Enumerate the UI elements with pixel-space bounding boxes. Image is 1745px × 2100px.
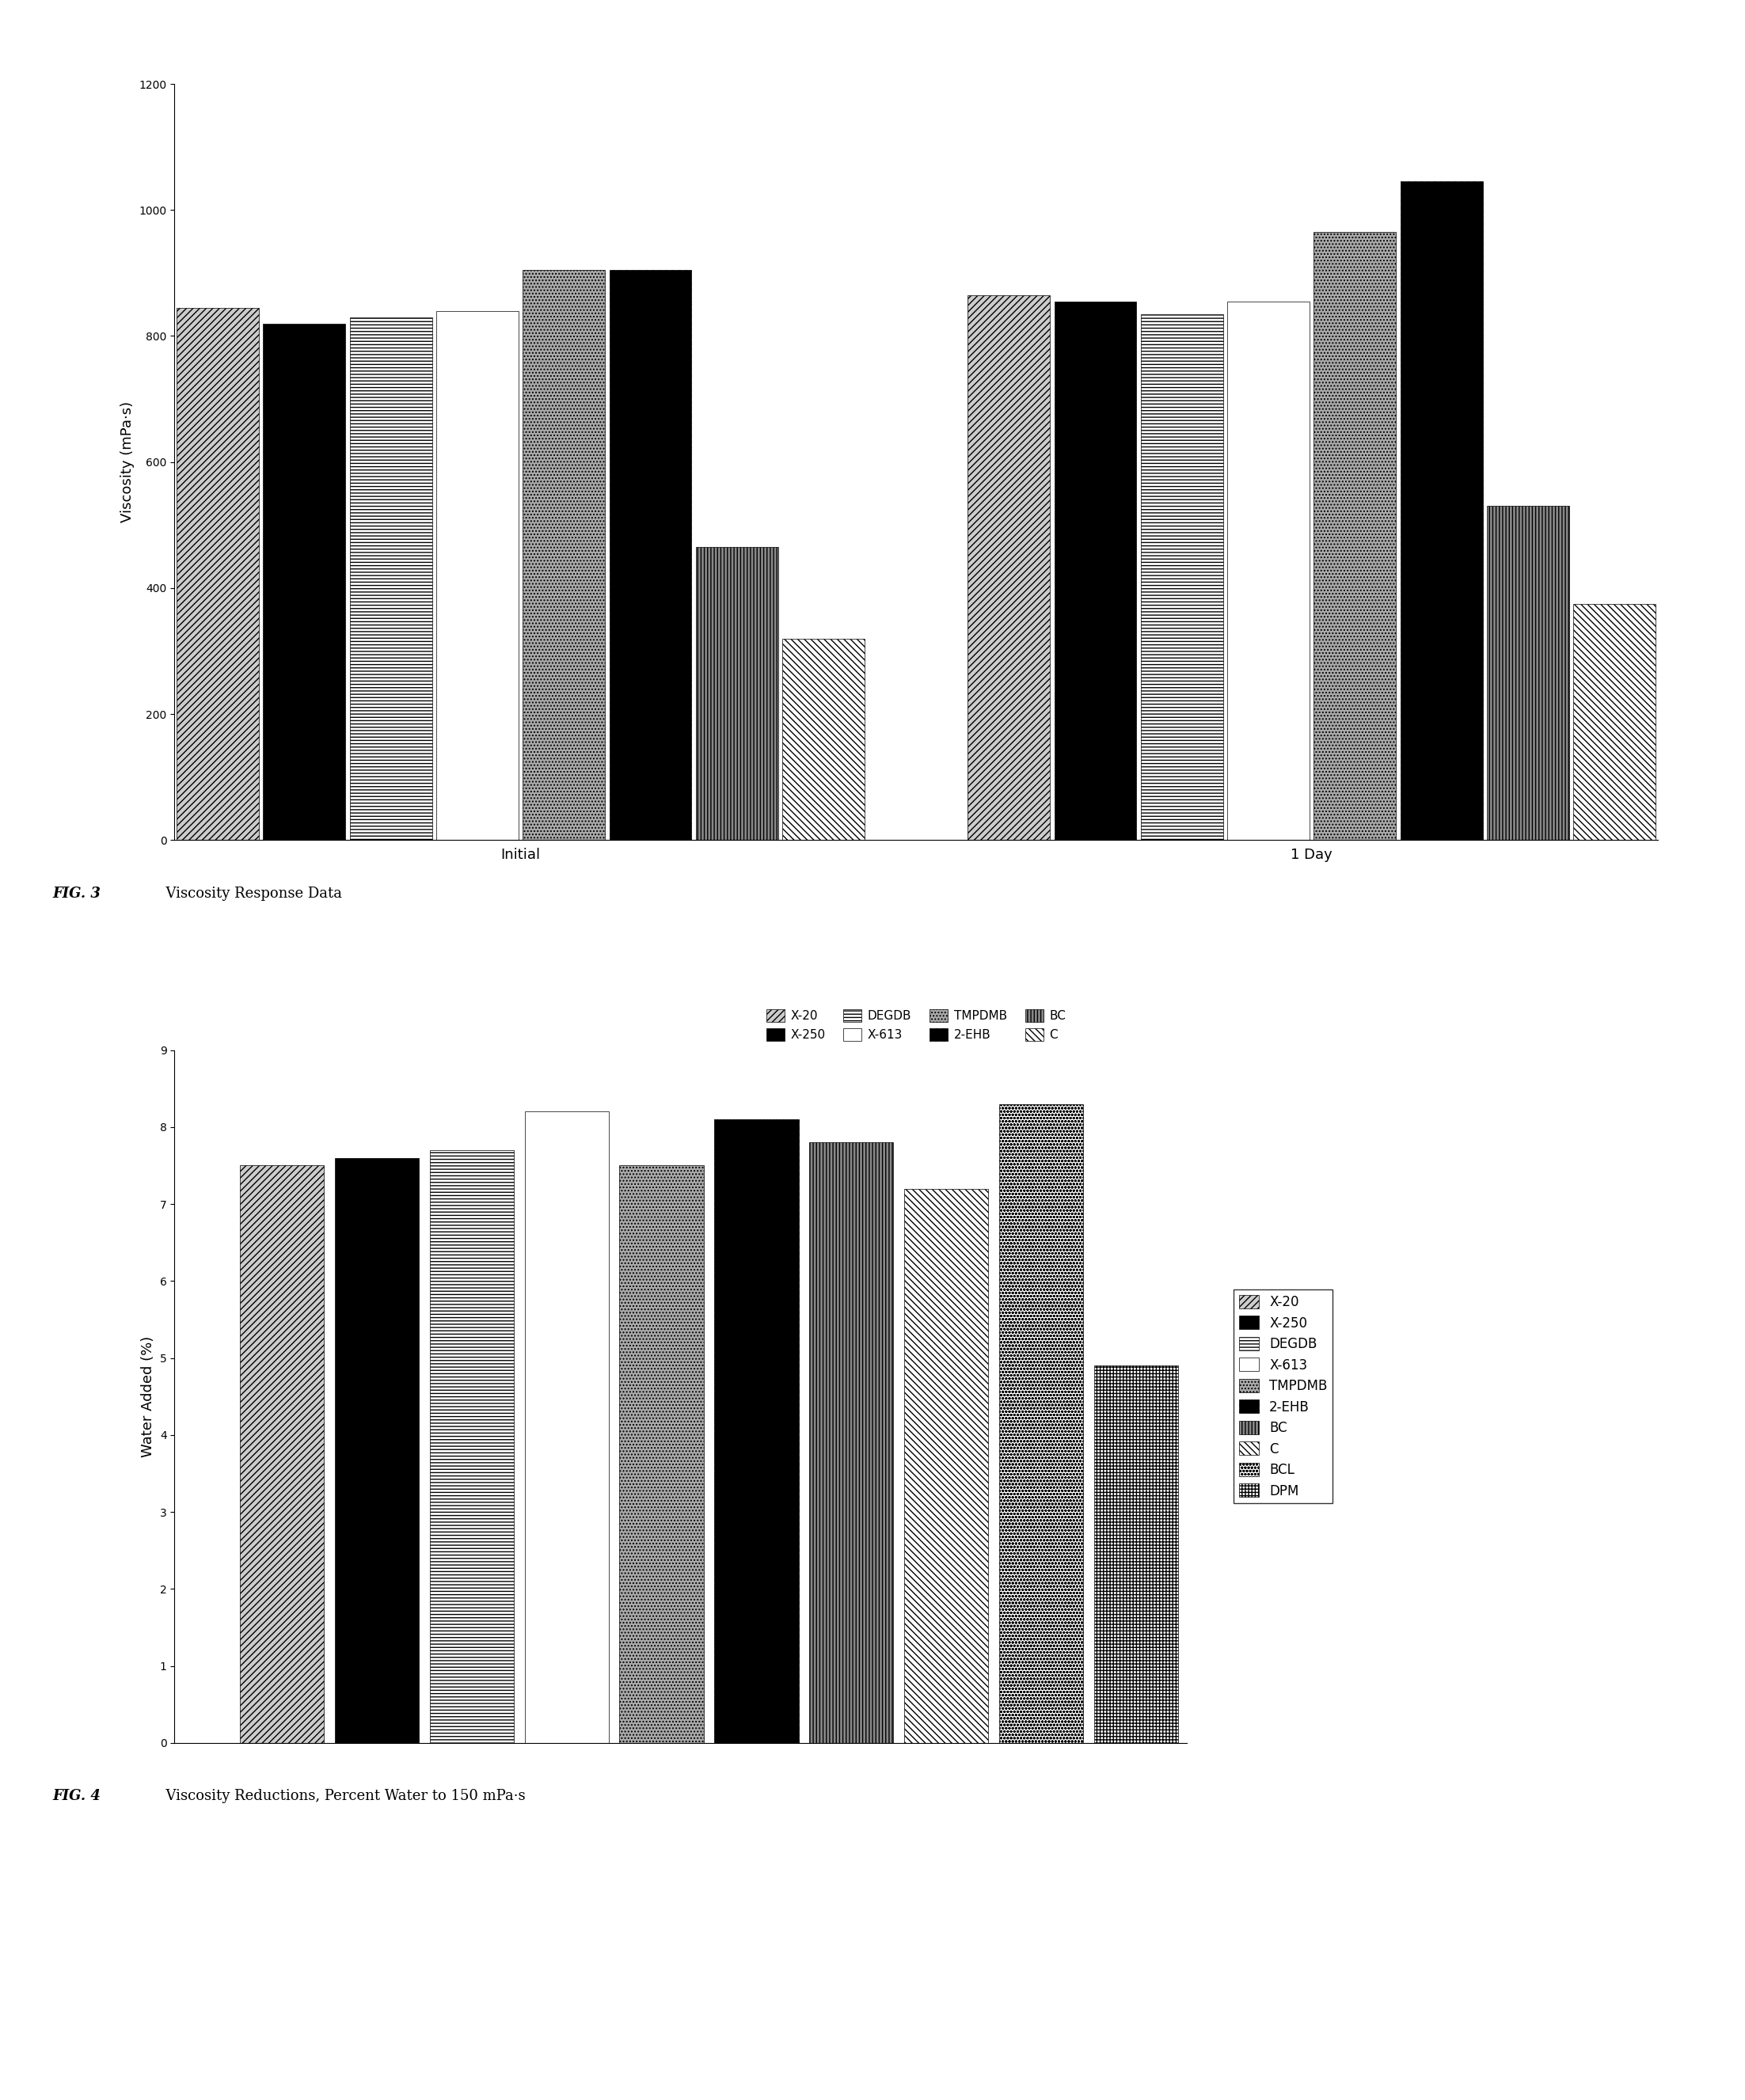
Bar <box>1487 506 1569 840</box>
Bar <box>349 317 433 840</box>
Text: Viscosity Response Data: Viscosity Response Data <box>157 886 342 901</box>
Bar <box>1574 605 1656 840</box>
Bar <box>1094 1365 1178 1743</box>
Bar <box>335 1157 419 1743</box>
Bar <box>619 1166 703 1743</box>
Bar <box>904 1189 988 1743</box>
Y-axis label: Viscosity (mPa·s): Viscosity (mPa·s) <box>120 401 134 523</box>
Bar <box>176 307 258 840</box>
Legend: X-20, X-250, DEGDB, X-613, TMPDMB, 2-EHB, BC, C: X-20, X-250, DEGDB, X-613, TMPDMB, 2-EHB… <box>761 1004 1071 1046</box>
Bar <box>609 269 691 840</box>
Bar <box>968 294 1050 840</box>
Bar <box>714 1119 799 1743</box>
Bar <box>525 1111 609 1743</box>
Bar <box>1399 183 1483 840</box>
Bar <box>782 638 864 840</box>
Text: FIG. 4: FIG. 4 <box>52 1789 101 1804</box>
Bar <box>1227 300 1309 840</box>
Bar <box>1054 300 1136 840</box>
Bar <box>1141 313 1223 840</box>
Bar <box>263 323 346 840</box>
Bar <box>1000 1105 1084 1743</box>
Legend: X-20, X-250, DEGDB, X-613, TMPDMB, 2-EHB, BC, C, BCL, DPM: X-20, X-250, DEGDB, X-613, TMPDMB, 2-EHB… <box>1234 1289 1333 1504</box>
Text: FIG. 3: FIG. 3 <box>52 886 101 901</box>
Bar <box>696 546 778 840</box>
Bar <box>810 1142 893 1743</box>
Bar <box>524 269 606 840</box>
Y-axis label: Water Added (%): Water Added (%) <box>141 1336 155 1457</box>
Bar <box>429 1151 513 1743</box>
Bar <box>436 311 518 840</box>
Bar <box>1314 233 1396 840</box>
Text: Viscosity Reductions, Percent Water to 150 mPa·s: Viscosity Reductions, Percent Water to 1… <box>157 1789 525 1804</box>
Bar <box>241 1166 325 1743</box>
